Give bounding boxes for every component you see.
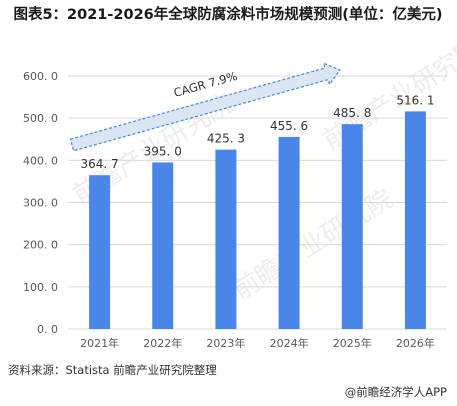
bars [89,111,426,330]
x-tick-label: 2021年 [80,336,119,350]
y-tick-label: 0. 0 [37,323,58,336]
y-tick-label: 200. 0 [23,239,58,252]
app-credit: @前瞻经济学人APP [344,385,447,399]
x-axis-tick-labels: 2021年 2022年 2023年 2024年 2025年 2026年 [80,336,435,350]
y-tick-label: 300. 0 [23,197,58,210]
data-label: 425. 3 [207,132,245,146]
y-tick-label: 100. 0 [23,281,58,294]
gridlines [68,75,447,330]
x-tick-label: 2024年 [270,336,309,350]
x-tick-label: 2026年 [396,336,435,350]
data-labels: 364. 7 395. 0 425. 3 455. 6 485. 8 516. 1 [80,93,434,171]
data-label: 364. 7 [80,157,118,171]
y-axis-tick-labels: 0. 0 100. 0 200. 0 300. 0 400. 0 500. 0 600. 0 [23,70,58,336]
x-tick-label: 2022年 [143,336,182,350]
source-note: 资料来源：Statista 前瞻产业研究院整理 [8,363,217,377]
bar [404,111,426,329]
bar [278,136,300,329]
bar [215,149,237,329]
data-label: 395. 0 [144,144,182,158]
data-label: 485. 8 [333,106,371,120]
y-tick-label: 600. 0 [23,70,58,83]
watermark-text: 前瞻产业研究院 [318,34,457,156]
y-tick-label: 500. 0 [23,112,58,125]
data-label: 516. 1 [396,93,434,107]
y-tick-label: 400. 0 [23,154,58,167]
bar [89,175,111,329]
x-tick-label: 2023年 [206,336,245,350]
x-tick-label: 2025年 [333,336,372,350]
cagr-arrow [69,62,341,152]
chart-title: 图表5：2021-2026年全球防腐涂料市场规模预测(单位：亿美元) [13,7,443,23]
bar [152,162,174,329]
data-label: 455. 6 [270,119,308,133]
bar [341,124,363,330]
